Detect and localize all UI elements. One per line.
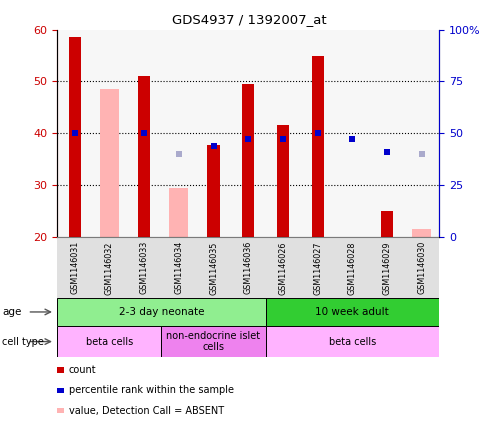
Bar [300, 30, 335, 237]
Bar [208, 145, 220, 237]
Bar [404, 30, 439, 237]
Text: beta cells: beta cells [86, 337, 133, 346]
Bar [57, 30, 92, 237]
Bar [412, 229, 431, 237]
Bar [265, 30, 300, 237]
Bar [335, 30, 370, 237]
Bar [265, 298, 439, 326]
Text: beta cells: beta cells [329, 337, 376, 346]
Bar [57, 326, 162, 357]
Bar [162, 30, 196, 237]
Text: GSM1146035: GSM1146035 [209, 241, 218, 294]
Bar [277, 126, 289, 237]
Bar [370, 237, 404, 298]
Bar [242, 84, 254, 237]
Text: count: count [69, 365, 96, 375]
Bar [231, 30, 265, 237]
Bar [162, 326, 265, 357]
Bar [335, 237, 370, 298]
Text: GSM1146027: GSM1146027 [313, 241, 322, 295]
Text: GSM1146029: GSM1146029 [383, 241, 392, 295]
Bar [127, 30, 162, 237]
Text: GSM1146033: GSM1146033 [140, 241, 149, 294]
Text: GSM1146031: GSM1146031 [70, 241, 79, 294]
Text: GSM1146034: GSM1146034 [174, 241, 183, 294]
Bar [169, 188, 189, 237]
Text: 10 week adult: 10 week adult [315, 307, 389, 317]
Bar [231, 237, 265, 298]
Text: GSM1146032: GSM1146032 [105, 241, 114, 294]
Text: age: age [2, 307, 22, 317]
Bar [196, 237, 231, 298]
Bar [265, 326, 439, 357]
Bar [57, 298, 265, 326]
Bar [127, 237, 162, 298]
Bar [196, 30, 231, 237]
Bar [69, 37, 81, 237]
Bar [381, 211, 393, 237]
Text: value, Detection Call = ABSENT: value, Detection Call = ABSENT [69, 406, 224, 416]
Text: GSM1146028: GSM1146028 [348, 241, 357, 294]
Bar [311, 55, 324, 237]
Text: 2-3 day neonate: 2-3 day neonate [119, 307, 204, 317]
Bar [265, 237, 300, 298]
Bar [370, 30, 404, 237]
Text: percentile rank within the sample: percentile rank within the sample [69, 385, 234, 396]
Bar [100, 89, 119, 237]
Text: cell type: cell type [2, 337, 44, 346]
Bar [162, 237, 196, 298]
Text: GSM1146030: GSM1146030 [417, 241, 426, 294]
Text: GDS4937 / 1392007_at: GDS4937 / 1392007_at [172, 13, 327, 26]
Bar [57, 237, 92, 298]
Bar [138, 76, 150, 237]
Text: non-endocrine islet
cells: non-endocrine islet cells [167, 331, 260, 352]
Bar [92, 30, 127, 237]
Text: GSM1146036: GSM1146036 [244, 241, 253, 294]
Bar [404, 237, 439, 298]
Bar [92, 237, 127, 298]
Text: GSM1146026: GSM1146026 [278, 241, 287, 294]
Bar [300, 237, 335, 298]
